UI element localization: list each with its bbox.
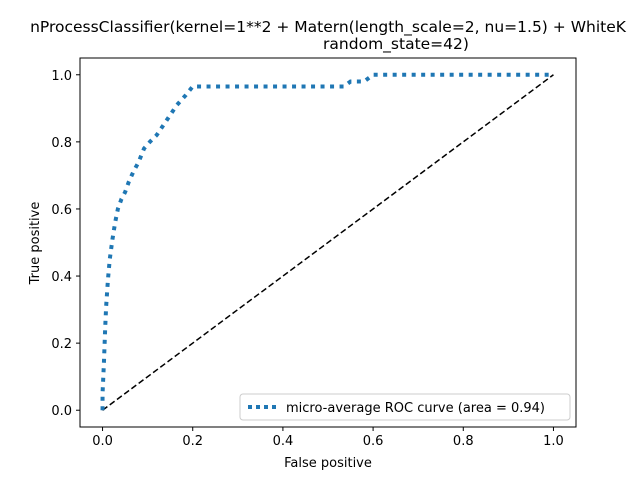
x-tick-label: 0.0 (92, 434, 113, 449)
legend-box (239, 393, 571, 421)
chance-diagonal-line (102, 74, 554, 411)
series-layer (100, 72, 554, 411)
legend-label: micro-average ROC curve (area = 0.94) (286, 401, 545, 416)
y-tick-label: 1.0 (51, 69, 72, 84)
y-tick-label: 0.0 (51, 404, 72, 419)
x-axis-label: False positive (284, 456, 372, 471)
y-tick-label: 0.4 (51, 270, 72, 285)
x-tick-label: 0.2 (182, 434, 203, 449)
x-tick-label: 0.8 (453, 434, 474, 449)
y-tick-label: 0.2 (51, 337, 72, 352)
x-tick-label: 0.6 (363, 434, 384, 449)
legend: micro-average ROC curve (area = 0.94) (239, 393, 571, 421)
y-axis-ticks: 0.0 0.2 0.4 0.6 0.8 1.0 (51, 69, 80, 419)
chart-title-line2: random_state=42) (323, 35, 469, 54)
x-tick-label: 0.4 (273, 434, 294, 449)
axes-frame (79, 57, 577, 428)
y-tick-label: 0.8 (51, 136, 72, 151)
x-tick-label: 1.0 (543, 434, 564, 449)
roc-curve-line (100, 72, 554, 411)
y-tick-label: 0.6 (51, 203, 72, 218)
y-axis-label: True positive (28, 202, 43, 286)
chart-title-line1: nProcessClassifier(kernel=1**2 + Matern(… (30, 18, 627, 37)
x-axis-ticks: 0.0 0.2 0.4 0.6 0.8 1.0 (92, 427, 564, 449)
